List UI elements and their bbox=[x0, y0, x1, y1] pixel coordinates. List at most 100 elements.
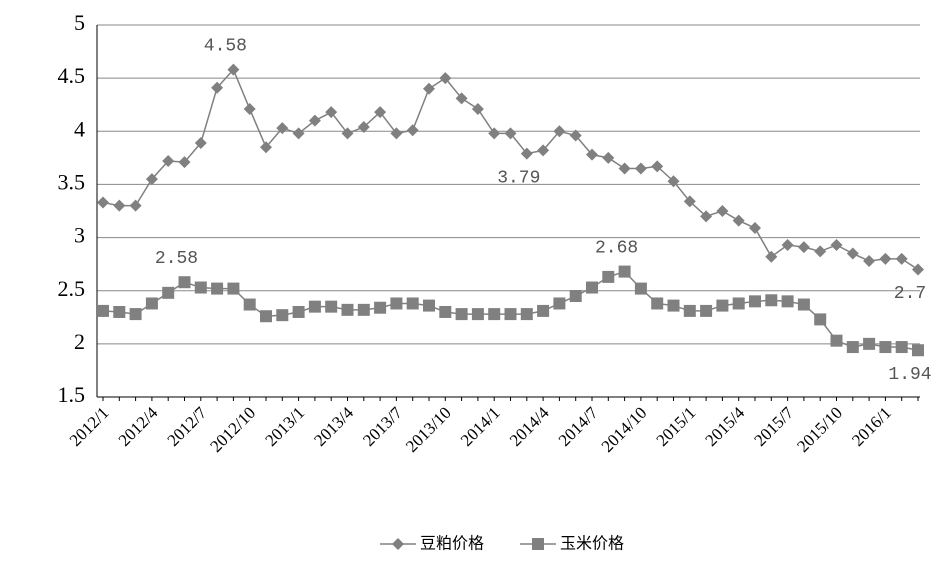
x-tick-label: 2013/7 bbox=[359, 403, 406, 450]
x-tick-label: 2014/10 bbox=[598, 403, 651, 456]
point bbox=[569, 129, 582, 142]
data-label: 2.68 bbox=[595, 238, 638, 258]
point bbox=[520, 308, 533, 321]
legend-marker bbox=[532, 538, 544, 550]
point bbox=[276, 309, 289, 322]
x-tick-label: 2012/4 bbox=[115, 403, 162, 450]
point bbox=[667, 299, 680, 312]
point bbox=[357, 303, 370, 316]
point bbox=[423, 82, 435, 95]
point bbox=[374, 301, 387, 314]
point bbox=[716, 205, 729, 217]
point bbox=[683, 195, 696, 208]
point bbox=[683, 304, 696, 317]
point bbox=[488, 308, 501, 321]
point bbox=[879, 252, 892, 265]
point bbox=[797, 241, 810, 254]
x-tick-label: 2013/10 bbox=[402, 403, 455, 456]
point bbox=[765, 250, 778, 263]
point bbox=[846, 247, 859, 260]
point bbox=[830, 239, 843, 252]
point bbox=[260, 141, 272, 154]
legend-marker bbox=[392, 538, 404, 550]
point bbox=[716, 299, 729, 312]
x-tick-label: 2013/1 bbox=[261, 403, 308, 450]
point bbox=[129, 199, 142, 212]
point bbox=[634, 282, 647, 295]
point bbox=[439, 305, 452, 318]
x-tick-label: 2012/1 bbox=[66, 403, 113, 450]
data-label: 3.79 bbox=[497, 168, 540, 188]
point bbox=[406, 297, 419, 310]
point bbox=[162, 286, 175, 299]
point bbox=[863, 254, 876, 267]
point bbox=[797, 298, 810, 311]
point bbox=[194, 136, 207, 149]
point bbox=[211, 282, 224, 295]
point bbox=[895, 341, 908, 354]
point bbox=[814, 313, 827, 326]
point bbox=[194, 281, 207, 294]
point bbox=[830, 334, 843, 347]
point bbox=[227, 63, 240, 76]
y-tick-label: 2 bbox=[74, 329, 85, 354]
point bbox=[145, 173, 158, 186]
point bbox=[374, 106, 387, 119]
x-tick-label: 2012/10 bbox=[206, 403, 259, 456]
point bbox=[423, 299, 435, 312]
point bbox=[357, 121, 370, 134]
point bbox=[113, 305, 126, 318]
y-tick-label: 4.5 bbox=[58, 63, 86, 88]
point bbox=[145, 297, 158, 310]
point bbox=[569, 290, 582, 303]
point bbox=[406, 124, 419, 137]
point bbox=[912, 263, 924, 276]
point bbox=[912, 344, 924, 357]
point bbox=[292, 305, 305, 318]
point bbox=[781, 295, 794, 308]
data-label: 4.58 bbox=[204, 36, 247, 56]
point bbox=[732, 297, 745, 310]
point bbox=[863, 337, 876, 350]
point bbox=[634, 162, 647, 175]
x-tick-label: 2013/4 bbox=[310, 403, 357, 450]
point bbox=[162, 155, 175, 168]
point bbox=[602, 151, 615, 164]
point bbox=[97, 304, 109, 317]
point bbox=[553, 297, 566, 310]
y-tick-label: 3.5 bbox=[58, 169, 86, 194]
point bbox=[341, 127, 354, 140]
point bbox=[504, 308, 517, 321]
point bbox=[471, 102, 484, 115]
y-tick-label: 3 bbox=[74, 223, 85, 248]
point bbox=[243, 102, 256, 115]
point bbox=[455, 308, 468, 321]
x-tick-label: 2015/1 bbox=[653, 403, 700, 450]
point bbox=[667, 175, 680, 188]
point bbox=[439, 72, 452, 85]
point bbox=[814, 245, 827, 258]
point bbox=[504, 127, 517, 140]
point bbox=[602, 270, 615, 283]
point bbox=[781, 239, 794, 252]
point bbox=[651, 297, 664, 310]
point bbox=[732, 214, 745, 227]
point bbox=[227, 282, 240, 295]
point bbox=[211, 81, 224, 94]
point bbox=[846, 341, 859, 354]
point bbox=[700, 210, 713, 223]
y-tick-label: 4 bbox=[74, 116, 85, 141]
x-tick-label: 2014/7 bbox=[555, 403, 602, 450]
point bbox=[455, 92, 468, 105]
point bbox=[129, 308, 142, 321]
point bbox=[520, 147, 533, 160]
point bbox=[292, 127, 305, 140]
y-tick-label: 2.5 bbox=[58, 276, 86, 301]
point bbox=[765, 294, 778, 307]
point bbox=[488, 127, 501, 140]
point bbox=[586, 281, 598, 294]
x-tick-label: 2014/1 bbox=[457, 403, 504, 450]
point bbox=[749, 222, 761, 235]
point bbox=[471, 308, 484, 321]
